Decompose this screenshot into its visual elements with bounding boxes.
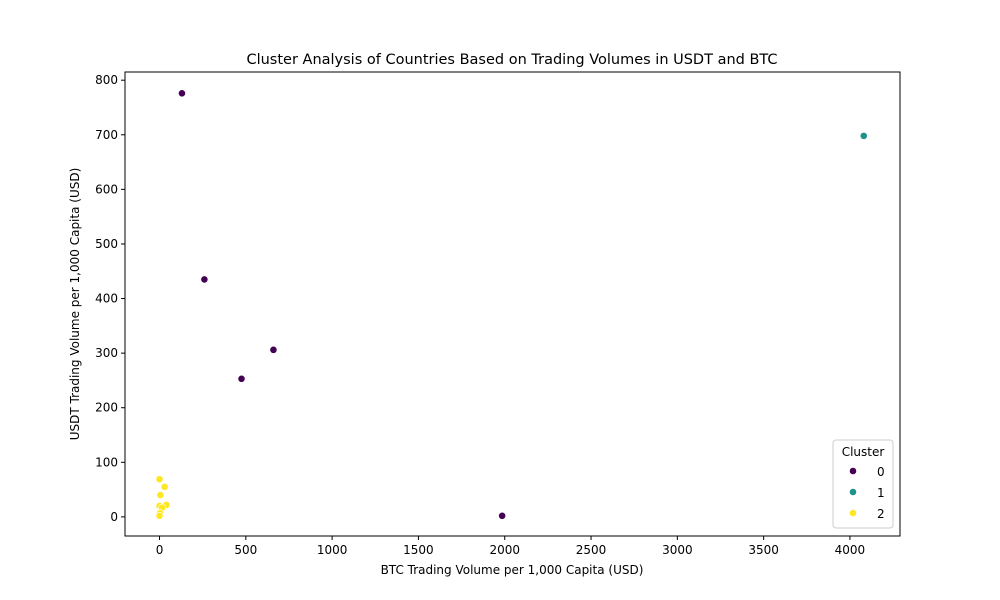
data-point-cluster-1 (859, 131, 868, 140)
y-tick-label: 300 (95, 346, 118, 360)
legend-marker (849, 488, 857, 496)
y-axis-label: USDT Trading Volume per 1,000 Capita (US… (68, 168, 82, 441)
data-point-cluster-0 (269, 345, 278, 354)
x-axis-ticks: 0 500 1000 1500 2000 2500 3000 3500 4000 (156, 536, 866, 557)
y-tick-label: 0 (110, 510, 118, 524)
y-axis-ticks: 0 100 200 300 400 500 600 700 800 (95, 73, 125, 524)
data-point-cluster-0 (178, 89, 186, 98)
legend-marker (849, 509, 857, 517)
chart-title: Cluster Analysis of Countries Based on T… (246, 52, 777, 68)
legend-marker (849, 467, 857, 475)
y-tick-label: 200 (95, 401, 118, 415)
x-tick-label: 1500 (403, 543, 434, 557)
legend: Cluster 0 1 2 (832, 439, 894, 529)
legend-title: Cluster (842, 445, 885, 459)
x-tick-label: 1000 (317, 543, 348, 557)
plot-area (124, 71, 901, 537)
y-tick-label: 800 (95, 73, 118, 87)
legend-box (832, 439, 894, 529)
y-tick-label: 400 (95, 292, 118, 306)
x-tick-label: 2000 (489, 543, 520, 557)
x-tick-label: 4000 (835, 543, 866, 557)
x-axis-label: BTC Trading Volume per 1,000 Capita (USD… (381, 563, 644, 577)
legend-entry-label: 1 (877, 486, 885, 500)
data-point-cluster-0 (200, 275, 209, 284)
x-tick-label: 500 (234, 543, 257, 557)
data-point-cluster-2 (155, 475, 164, 484)
x-tick-label: 3500 (748, 543, 779, 557)
y-tick-label: 700 (95, 128, 118, 142)
x-tick-label: 2500 (576, 543, 607, 557)
legend-entry-label: 0 (877, 465, 885, 479)
x-tick-label: 0 (156, 543, 164, 557)
y-tick-label: 100 (95, 455, 118, 469)
data-points (155, 89, 868, 520)
data-point-cluster-0 (237, 374, 246, 383)
x-tick-label: 3000 (662, 543, 693, 557)
data-point-cluster-2 (155, 511, 164, 520)
data-point-cluster-2 (156, 491, 165, 499)
legend-entry-label: 2 (877, 507, 885, 521)
y-tick-label: 600 (95, 182, 118, 196)
data-point-cluster-2 (160, 482, 169, 491)
y-tick-label: 500 (95, 237, 118, 251)
data-point-cluster-0 (498, 511, 507, 520)
